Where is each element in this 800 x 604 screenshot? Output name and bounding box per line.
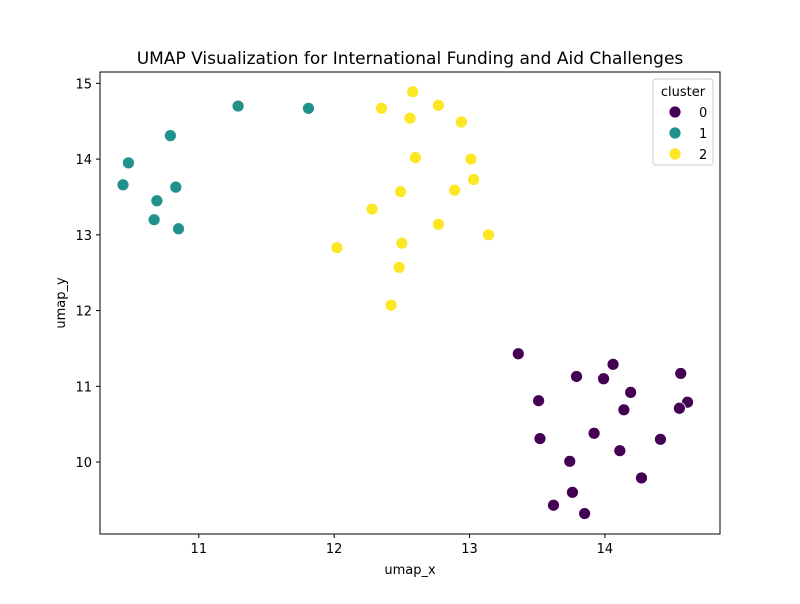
data-point-cluster-1 [147, 213, 161, 227]
legend-entries: 0 1 2 [668, 105, 707, 163]
data-point-cluster-0 [547, 498, 560, 512]
data-point-cluster-2 [394, 185, 407, 199]
data-point-cluster-2 [365, 202, 379, 216]
data-point-cluster-2 [432, 98, 445, 112]
data-point-cluster-1 [169, 180, 183, 194]
y-tick-label: 12 [75, 305, 92, 320]
y-tick-label: 14 [75, 153, 92, 168]
data-point-cluster-0 [613, 444, 627, 458]
legend-marker-cluster-0 [668, 105, 682, 119]
data-point-cluster-1 [302, 101, 315, 115]
y-tick-label: 10 [75, 456, 92, 471]
chart-title: UMAP Visualization for International Fun… [137, 49, 684, 69]
data-point-cluster-0 [570, 370, 583, 383]
legend-label-cluster-1: 1 [699, 127, 707, 142]
data-point-cluster-0 [563, 454, 577, 468]
data-point-cluster-1 [163, 129, 177, 143]
data-point-cluster-0 [578, 507, 592, 520]
data-point-cluster-2 [432, 217, 445, 231]
data-point-cluster-1 [150, 194, 164, 208]
legend-box [652, 78, 714, 166]
data-point-cluster-0 [617, 403, 631, 417]
data-point-cluster-1 [116, 178, 130, 192]
legend: cluster 0 1 2 [652, 78, 714, 166]
data-point-cluster-1 [122, 156, 135, 170]
data-point-cluster-0 [624, 385, 638, 399]
data-point-cluster-2 [448, 183, 462, 197]
y-axis-label: umap_y [54, 277, 69, 329]
points-layer [116, 85, 694, 520]
data-point-cluster-2 [406, 85, 420, 99]
x-tick-label: 12 [326, 542, 343, 557]
x-tick-label: 11 [191, 542, 208, 557]
data-point-cluster-2 [482, 228, 495, 242]
legend-label-cluster-0: 0 [699, 106, 707, 121]
plot-frame [99, 71, 721, 535]
data-point-cluster-2 [395, 236, 409, 250]
data-point-cluster-0 [672, 401, 686, 415]
data-point-cluster-0 [597, 372, 610, 386]
data-point-cluster-0 [533, 432, 547, 445]
x-axis-ticks: 11 12 13 14 [191, 534, 614, 557]
data-point-cluster-2 [375, 101, 388, 115]
data-point-cluster-2 [330, 241, 344, 255]
data-point-cluster-0 [587, 426, 601, 440]
y-tick-label: 11 [75, 380, 92, 395]
data-point-cluster-2 [392, 260, 406, 274]
data-point-cluster-0 [511, 347, 525, 361]
y-tick-label: 13 [75, 229, 92, 244]
data-point-cluster-2 [409, 151, 422, 164]
x-axis-label: umap_x [384, 563, 436, 578]
data-point-cluster-1 [172, 222, 185, 236]
data-point-cluster-2 [455, 115, 468, 129]
data-point-cluster-0 [532, 394, 545, 408]
legend-marker-cluster-2 [668, 147, 682, 161]
data-point-cluster-2 [467, 173, 481, 186]
data-point-cluster-1 [231, 99, 245, 113]
data-point-cluster-2 [464, 152, 478, 166]
data-point-cluster-0 [674, 367, 688, 380]
data-point-cluster-0 [606, 357, 620, 371]
legend-marker-cluster-1 [668, 126, 682, 140]
data-point-cluster-0 [635, 471, 648, 485]
data-point-cluster-0 [654, 432, 667, 446]
data-point-cluster-0 [566, 485, 579, 499]
y-tick-label: 15 [75, 77, 92, 92]
x-tick-label: 13 [461, 542, 478, 557]
legend-title: cluster [661, 85, 706, 100]
legend-label-cluster-2: 2 [699, 148, 707, 163]
data-point-cluster-2 [384, 298, 398, 312]
data-point-cluster-2 [403, 111, 417, 125]
x-tick-label: 14 [597, 542, 614, 557]
y-axis-ticks: 10 11 12 13 14 15 [75, 77, 100, 471]
